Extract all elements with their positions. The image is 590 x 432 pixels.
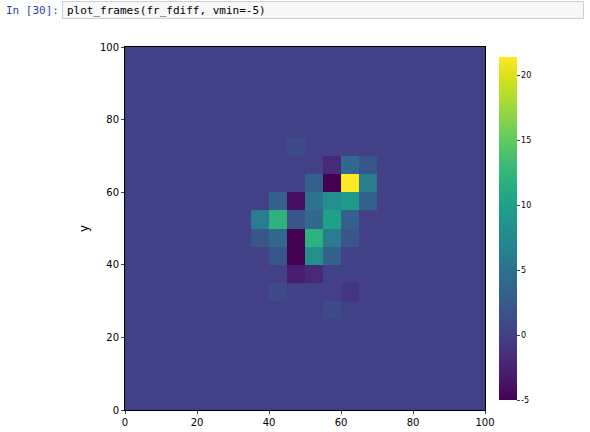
svg-text:40: 40	[106, 259, 119, 270]
svg-text:10: 10	[521, 201, 531, 210]
svg-text:40: 40	[263, 417, 276, 428]
svg-text:0: 0	[521, 331, 526, 340]
html-text:plot_frames(fr_fdiff, vmin=-5): plot_frames(fr_fdiff, vmin=-5)	[67, 4, 266, 17]
svg-text:60: 60	[335, 417, 348, 428]
html-text:In [30]:: In [30]:	[6, 4, 59, 17]
svg-text:0: 0	[122, 417, 128, 428]
svg-text:y: y	[77, 225, 91, 232]
svg-text:100: 100	[475, 417, 494, 428]
svg-text:20: 20	[191, 417, 204, 428]
svg-text:80: 80	[407, 417, 420, 428]
svg-text:60: 60	[106, 187, 119, 198]
svg-text:0: 0	[113, 405, 119, 416]
svg-text:20: 20	[106, 332, 119, 343]
svg-text:15: 15	[521, 136, 531, 145]
svg-text:100: 100	[100, 42, 119, 53]
svg-text:80: 80	[106, 114, 119, 125]
svg-text:20: 20	[521, 71, 531, 80]
svg-text:-5: -5	[521, 396, 529, 405]
svg-text:5: 5	[521, 266, 526, 275]
